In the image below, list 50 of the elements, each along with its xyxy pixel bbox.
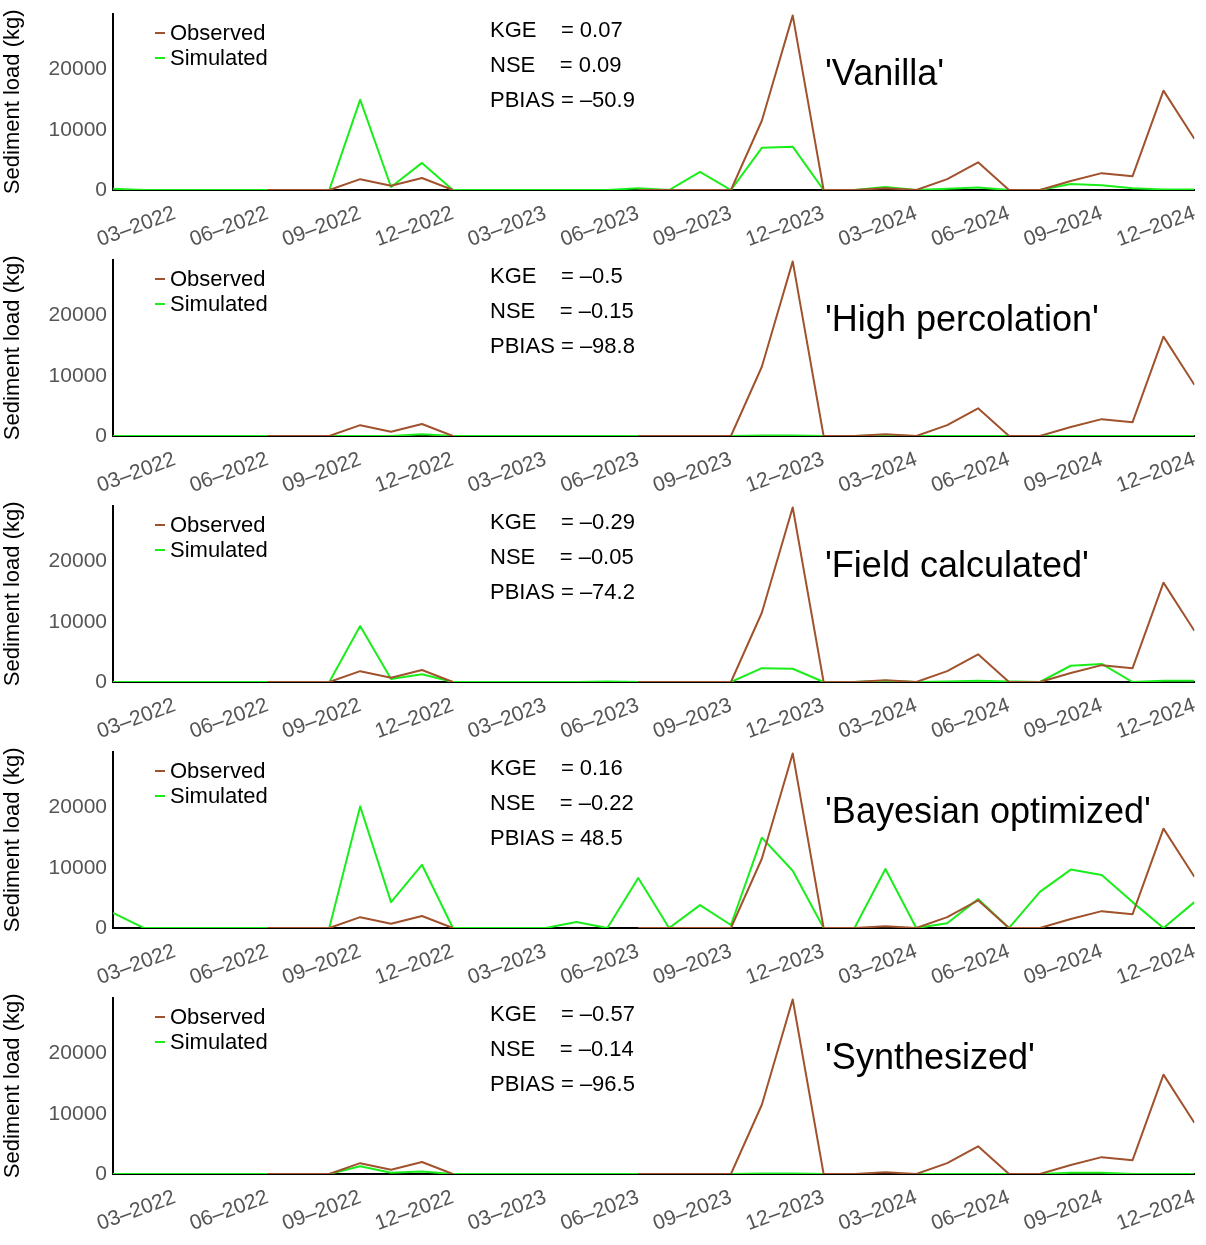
y-axis-title: Sediment load (kg)	[0, 993, 25, 1179]
y-tick-label: 10000	[48, 362, 107, 386]
y-axis-title: Sediment load (kg)	[0, 255, 25, 441]
y-tick-label: 20000	[48, 548, 107, 572]
annotation: NSE = –0.14	[490, 1035, 635, 1063]
y-tick-label: 0	[95, 1160, 107, 1184]
text: 'High percolation'	[825, 298, 1099, 340]
annotation: NSE = –0.22	[490, 789, 634, 817]
y-tick-label: 0	[95, 176, 107, 200]
annotation: PBIAS = –74.2	[490, 578, 635, 606]
legend-label: Simulated	[170, 1029, 268, 1054]
y-tick-label: 10000	[48, 116, 107, 140]
annotation: NSE = –0.05	[490, 543, 635, 571]
legend-label: Observed	[170, 266, 266, 291]
y-tick-label: 20000	[48, 302, 107, 326]
annotation: PBIAS = 48.5	[490, 824, 624, 852]
y-tick-label: 10000	[48, 854, 107, 878]
y-tick-label: 0	[95, 668, 107, 692]
y-tick-label: 0	[95, 422, 107, 446]
text: 'Vanilla'	[825, 52, 945, 94]
annotation: KGE = 0.16	[490, 754, 624, 782]
annotation: KGE = 0.07	[490, 16, 624, 44]
legend-label: Observed	[170, 20, 266, 45]
y-tick-label: 20000	[48, 56, 107, 80]
y-axis-title: Sediment load (kg)	[0, 9, 25, 195]
annotation: KGE = –0.29	[490, 508, 635, 536]
legend-label: Simulated	[170, 783, 268, 808]
legend-label: Observed	[170, 758, 266, 783]
y-tick-label: 20000	[48, 794, 107, 818]
y-tick-label: 10000	[48, 1100, 107, 1124]
y-tick-label: 20000	[48, 1040, 107, 1064]
text: 'Bayesian optimized'	[825, 790, 1151, 832]
legend-label: Simulated	[170, 45, 268, 70]
annotation: KGE = –0.57	[490, 1000, 635, 1028]
legend-label: Simulated	[170, 291, 268, 316]
y-axis-title: Sediment load (kg)	[0, 501, 25, 687]
annotation: PBIAS = –98.8	[490, 332, 635, 360]
y-axis-title: Sediment load (kg)	[0, 747, 25, 933]
y-tick-label: 10000	[48, 608, 107, 632]
annotation: PBIAS = –96.5	[490, 1070, 635, 1098]
annotation: KGE = –0.5	[490, 262, 624, 290]
text: 'Synthesized'	[825, 1036, 1035, 1078]
annotation: NSE = –0.15	[490, 297, 635, 325]
annotation: NSE = 0.09	[490, 51, 623, 79]
legend-label: Observed	[170, 1004, 266, 1029]
y-tick-label: 0	[95, 914, 107, 938]
text: 'Field calculated'	[825, 544, 1089, 586]
legend-label: Simulated	[170, 537, 268, 562]
annotation: PBIAS = –50.9	[490, 86, 635, 114]
legend-label: Observed	[170, 512, 266, 537]
